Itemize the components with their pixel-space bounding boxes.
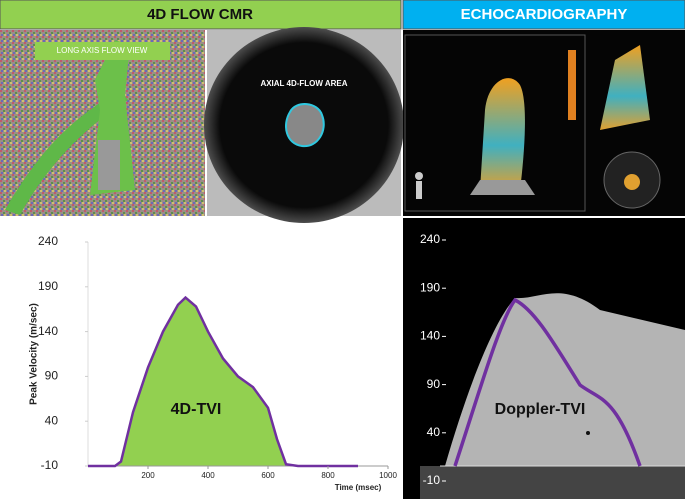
- x-tick-label: 600: [261, 471, 275, 480]
- x-axis-label: Time (msec): [335, 483, 382, 492]
- header-left-text: 4D FLOW CMR: [147, 6, 253, 23]
- y-tick-label: 90: [427, 377, 441, 391]
- header-left: [0, 0, 402, 30]
- vessel-core: [98, 140, 120, 190]
- marker: [586, 431, 590, 435]
- annotation: 4D-TVI: [171, 401, 222, 418]
- y-tick-label: 190: [38, 279, 58, 293]
- short-axis-flow: [624, 174, 640, 190]
- vessel: [5, 90, 128, 215]
- y-tick-label: 140: [38, 324, 58, 338]
- y-tick-label: -10: [41, 458, 59, 472]
- y-tick-label: 40: [45, 413, 59, 427]
- y-tick-label: 240: [420, 232, 440, 246]
- header-right: [402, 0, 685, 30]
- y-tick-label: -10: [423, 473, 441, 487]
- x-tick-label: 200: [141, 471, 155, 480]
- doppler-spectrum: [445, 293, 685, 466]
- flow-plume-small: [600, 45, 650, 130]
- flow-area: [285, 103, 325, 148]
- body-icon: [416, 181, 422, 199]
- echo-frame: [404, 34, 586, 212]
- annotation: Doppler-TVI: [495, 401, 586, 418]
- y-tick-label: 140: [420, 329, 440, 343]
- x-tick-label: 1000: [379, 471, 397, 480]
- x-tick-label: 800: [321, 471, 335, 480]
- line: [88, 295, 358, 468]
- x-tick-label: 400: [201, 471, 215, 480]
- flow-plume: [480, 78, 525, 190]
- y-tick-label: 190: [420, 280, 440, 294]
- body-icon: [415, 172, 423, 180]
- doppler-noise: [420, 466, 685, 499]
- y-tick-label: 90: [45, 369, 59, 383]
- colorbar: [568, 50, 576, 120]
- y-axis-label: Peak Velocity (m/sec): [29, 303, 40, 405]
- area: [88, 297, 358, 466]
- y-tick-label: 240: [38, 234, 58, 248]
- image-label: LONG AXIS FLOW VIEW: [57, 46, 148, 55]
- doppler-trace: [453, 297, 642, 467]
- valve: [470, 180, 535, 195]
- header-right-text: ECHOCARDIOGRAPHY: [461, 6, 628, 23]
- image-label: AXIAL 4D-FLOW AREA: [260, 79, 347, 88]
- y-tick-label: 40: [427, 425, 441, 439]
- label-box: [35, 42, 170, 60]
